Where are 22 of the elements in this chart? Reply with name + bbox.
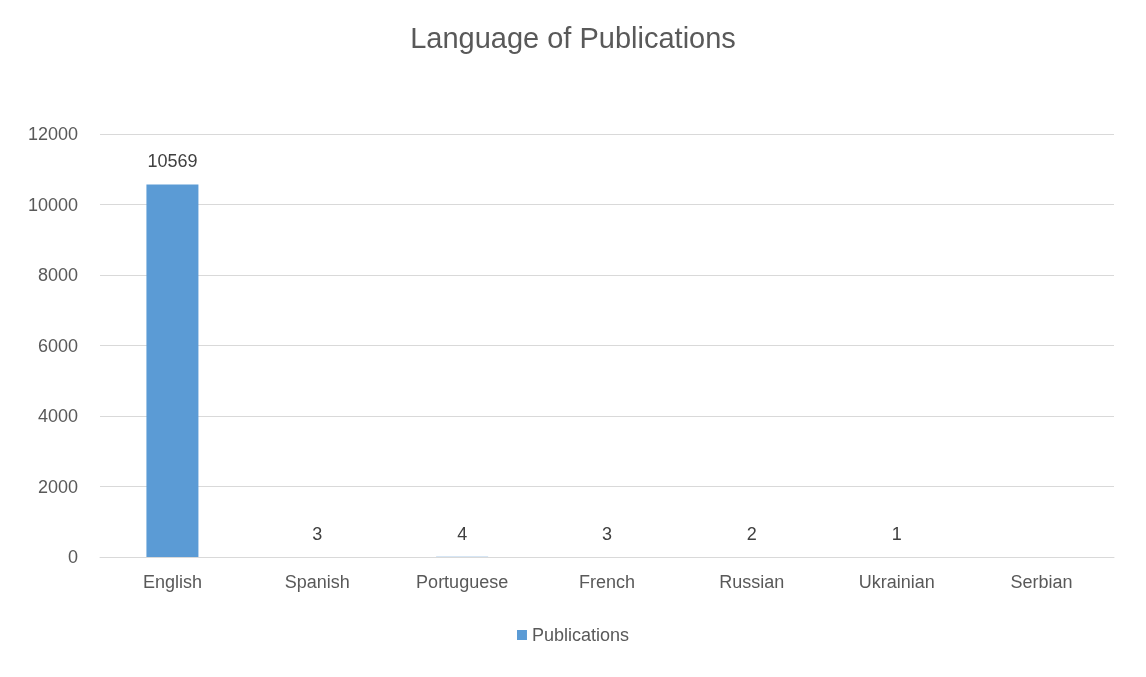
- x-tick-label: Serbian: [1010, 572, 1073, 592]
- x-tick-label: English: [142, 572, 202, 592]
- y-tick-label: 6000: [37, 335, 78, 356]
- data-label: 10569: [147, 151, 198, 172]
- y-tick-label: 10000: [27, 194, 78, 215]
- data-label: 3: [601, 523, 613, 544]
- data-label: 2: [746, 523, 757, 544]
- x-tick-label: Ukrainian: [858, 572, 935, 592]
- y-tick-label: 0: [67, 547, 78, 567]
- y-tick-label: 12000: [27, 124, 78, 144]
- y-tick-label: 4000: [37, 406, 78, 426]
- y-tick-label: 8000: [37, 265, 78, 285]
- x-tick-label: Spanish: [284, 572, 350, 592]
- x-tick-label: Portuguese: [416, 572, 509, 592]
- y-tick-label: 2000: [37, 476, 78, 497]
- legend-label: Publications: [531, 625, 630, 645]
- chart-title: Language of Publications: [410, 21, 736, 54]
- x-tick-label: Russian: [719, 572, 785, 592]
- data-label: 3: [312, 523, 323, 544]
- data-label: 1: [891, 523, 902, 544]
- data-label: 4: [457, 523, 468, 544]
- x-tick-label: French: [578, 572, 636, 592]
